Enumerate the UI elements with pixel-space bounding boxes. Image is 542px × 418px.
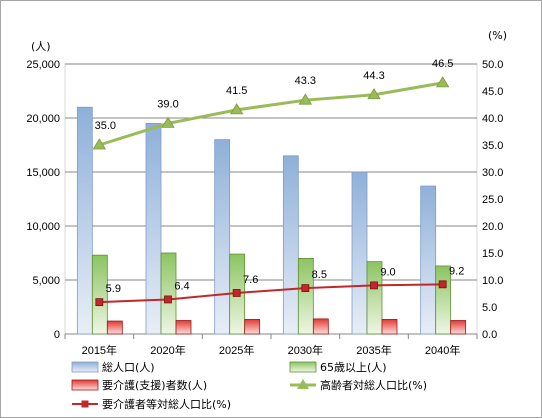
bar-total-population <box>351 171 368 335</box>
data-label-care-ratio: 5.9 <box>106 283 121 295</box>
data-label-aged-ratio: 46.5 <box>432 58 453 70</box>
y-right-tick-label: 40.0 <box>482 113 503 125</box>
data-label-aged-ratio: 35.0 <box>95 120 116 132</box>
bar-care-recipients <box>244 319 261 335</box>
bar-care-recipients <box>312 318 329 335</box>
legend-total-population-label: 総人口(人) <box>102 360 155 374</box>
bar-total-population <box>214 139 231 335</box>
legend-aged-ratio-marker <box>297 379 309 389</box>
marker-aged-ratio <box>161 116 175 128</box>
y-left-tick-label: 10,000 <box>26 221 60 233</box>
legend-aged-65-plus-label: 65歳以上(人) <box>320 361 387 374</box>
y-left-tick-label: 5,000 <box>32 275 60 287</box>
marker-care-ratio <box>232 289 241 297</box>
legend-care-recipients-label: 要介護(支援)者数(人) <box>102 378 207 392</box>
marker-care-ratio <box>370 281 378 290</box>
y-right-tick-label: 5.0 <box>482 302 497 314</box>
y-left-unit: (人) <box>31 40 51 53</box>
data-label-aged-ratio: 39.0 <box>157 98 178 110</box>
marker-aged-ratio <box>435 76 450 88</box>
data-label-care-ratio: 9.2 <box>449 265 464 277</box>
marker-care-ratio <box>95 298 104 307</box>
x-tick-label: 2030年 <box>288 343 323 357</box>
y-right-tick-label: 20.0 <box>482 221 503 233</box>
data-label-aged-ratio: 41.5 <box>226 85 247 97</box>
marker-care-ratio <box>438 280 447 289</box>
x-tick-label: 2020年 <box>150 343 185 357</box>
bar-total-population <box>282 155 299 335</box>
data-label-aged-ratio: 44.3 <box>363 70 384 82</box>
y-right-tick-label: 45.0 <box>482 86 503 98</box>
data-label-care-ratio: 6.4 <box>174 280 189 292</box>
bar-aged-65-plus <box>366 261 383 335</box>
bar-total-population <box>145 123 162 335</box>
marker-aged-ratio <box>229 103 244 115</box>
data-label-care-ratio: 7.6 <box>243 274 258 286</box>
y-left-tick-label: 15,000 <box>26 167 60 179</box>
bar-total-population <box>420 185 437 335</box>
legend-aged-ratio-label: 高齢者対総人口比(%) <box>320 378 427 392</box>
marker-aged-ratio <box>298 93 313 105</box>
legend-care-ratio-label: 要介護者等対総人口比(%) <box>102 397 231 411</box>
marker-aged-ratio <box>367 88 381 100</box>
marker-aged-ratio <box>92 138 107 150</box>
y-right-tick-label: 15.0 <box>482 248 503 260</box>
bar-aged-65-plus <box>160 252 177 335</box>
line-aged-ratio <box>98 81 443 147</box>
y-right-tick-label: 30.0 <box>482 167 503 179</box>
data-label-aged-ratio: 43.3 <box>295 75 316 87</box>
x-tick-label: 2040年 <box>425 343 460 357</box>
y-right-tick-label: 25.0 <box>482 194 503 206</box>
y-right-unit: (%) <box>488 29 507 42</box>
legend-care-recipients-swatch <box>71 379 99 391</box>
legend-total-population-swatch <box>71 361 99 373</box>
y-right-tick-label: 35.0 <box>482 140 503 152</box>
x-tick-label: 2015年 <box>82 343 117 357</box>
marker-care-ratio <box>301 284 310 293</box>
legend-aged-65-plus-swatch <box>289 361 317 373</box>
bar-total-population <box>76 106 93 335</box>
data-label-care-ratio: 8.5 <box>312 269 327 281</box>
bar-aged-65-plus <box>91 254 108 335</box>
y-left-tick-label: 20,000 <box>26 113 60 125</box>
legend-care-ratio-marker <box>81 400 89 408</box>
x-tick-label: 2025年 <box>219 343 254 357</box>
marker-care-ratio <box>164 295 172 304</box>
bar-care-recipients <box>381 319 398 335</box>
y-right-tick-label: 0.0 <box>482 329 497 341</box>
y-right-tick-label: 50.0 <box>482 59 503 71</box>
y-right-tick-label: 10.0 <box>482 275 503 287</box>
x-tick-label: 2035年 <box>356 343 391 357</box>
line-care-ratio <box>99 283 443 304</box>
data-label-care-ratio: 9.0 <box>380 266 395 278</box>
bar-aged-65-plus <box>297 257 314 335</box>
y-left-tick-label: 25,000 <box>26 59 60 71</box>
bar-care-recipients <box>175 320 192 335</box>
y-left-tick-label: 0 <box>54 329 60 341</box>
bar-care-recipients <box>450 320 467 335</box>
bar-care-recipients <box>106 320 123 335</box>
